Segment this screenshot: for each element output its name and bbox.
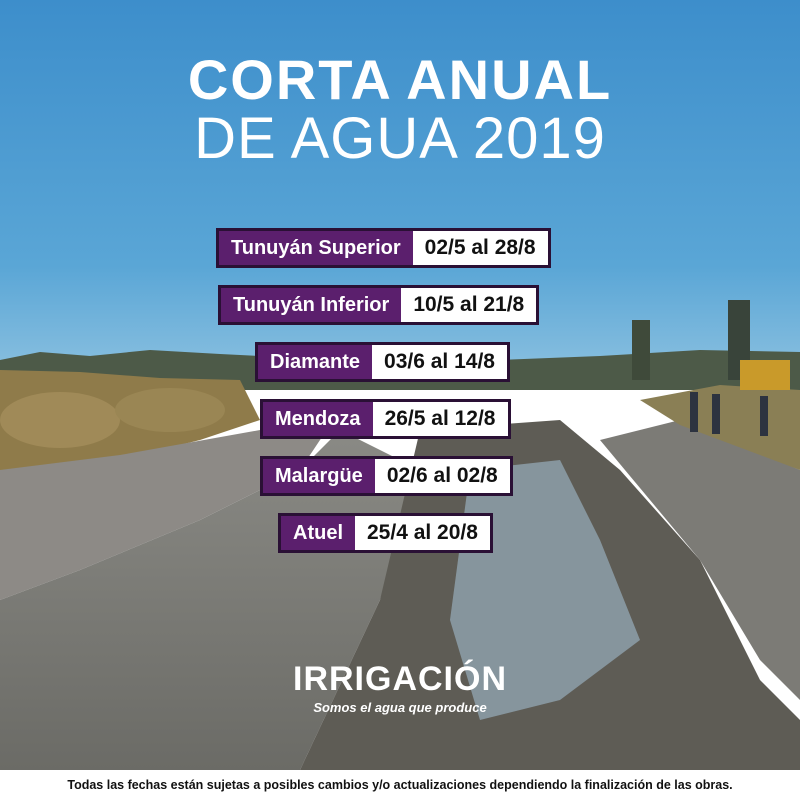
zone-dates: 02/5 al 28/8 <box>412 228 551 268</box>
schedule-row-malargue: Malargüe 02/6 al 02/8 <box>260 456 513 496</box>
brand-logo: IRRIGACIÓN Somos el agua que produce <box>0 660 800 715</box>
zone-label: Diamante <box>255 342 373 382</box>
schedule-row-tunuyan-superior: Tunuyán Superior 02/5 al 28/8 <box>216 228 551 268</box>
schedule-row-atuel: Atuel 25/4 al 20/8 <box>278 513 493 553</box>
zone-label: Tunuyán Inferior <box>218 285 402 325</box>
zone-dates: 26/5 al 12/8 <box>372 399 511 439</box>
footer-disclaimer: Todas las fechas están sujetas a posible… <box>67 778 733 792</box>
brand-tagline: Somos el agua que produce <box>313 700 487 715</box>
zone-label: Malargüe <box>260 456 375 496</box>
schedule-row-mendoza: Mendoza 26/5 al 12/8 <box>260 399 511 439</box>
schedule-row-tunuyan-inferior: Tunuyán Inferior 10/5 al 21/8 <box>218 285 540 325</box>
footer-bar: Todas las fechas están sujetas a posible… <box>0 770 800 800</box>
zone-dates: 02/6 al 02/8 <box>374 456 513 496</box>
zone-dates: 10/5 al 21/8 <box>401 285 540 325</box>
schedule-row-diamante: Diamante 03/6 al 14/8 <box>255 342 510 382</box>
brand-name: IRRIGACIÓN <box>293 660 507 698</box>
headline-subtitle: DE AGUA 2019 <box>194 106 606 171</box>
background-photo <box>0 0 800 770</box>
headline-title: CORTA ANUAL <box>187 48 613 111</box>
zone-label: Mendoza <box>260 399 373 439</box>
zone-label: Tunuyán Superior <box>216 228 413 268</box>
zone-dates: 25/4 al 20/8 <box>355 513 493 553</box>
zone-dates: 03/6 al 14/8 <box>372 342 510 382</box>
zone-label: Atuel <box>278 513 355 553</box>
canal-landscape-image <box>0 0 800 770</box>
